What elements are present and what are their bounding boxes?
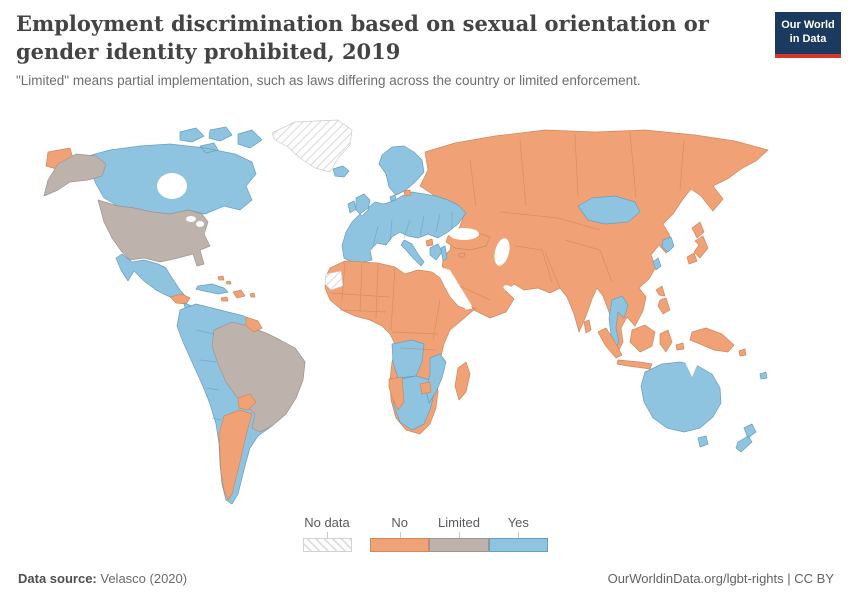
data-source-label: Data source: — [18, 571, 97, 586]
map-legend: No data No Limited Yes — [0, 515, 850, 557]
map-region-namibia[interactable] — [388, 376, 405, 411]
owid-url-link[interactable]: OurWorldinData.org/lgbt-rights — [607, 571, 784, 586]
map-region-angola[interactable] — [391, 339, 425, 379]
map-region-brazil[interactable] — [211, 321, 306, 433]
map-region-cuba[interactable] — [195, 283, 229, 295]
legend-swatch-no[interactable] — [370, 538, 430, 552]
legend-swatch-limited[interactable] — [429, 538, 489, 552]
map-region-australia[interactable] — [640, 361, 722, 448]
map-region-taiwan[interactable] — [652, 257, 662, 271]
map-region-israel[interactable] — [440, 245, 448, 262]
map-region-argentina[interactable] — [218, 409, 253, 501]
map-region-indonesia-malaysia[interactable] — [597, 324, 685, 370]
map-region-western-sahara[interactable] — [324, 270, 344, 291]
data-source: Data source: Velasco (2020) — [18, 571, 187, 586]
map-region-guyana[interactable] — [245, 316, 263, 333]
license-text: CC BY — [794, 571, 834, 586]
owid-logo-stripe — [775, 54, 841, 58]
map-region-paraguay[interactable] — [237, 393, 257, 411]
legend-label-limited: Limited — [438, 515, 480, 530]
water-overlays — [157, 173, 698, 377]
map-region-canada[interactable] — [87, 126, 263, 215]
map-region-madagascar[interactable] — [454, 361, 471, 401]
map-region-new-guinea[interactable] — [689, 327, 747, 357]
owid-logo[interactable]: Our World in Data — [775, 12, 841, 58]
map-region-hispaniola[interactable] — [232, 289, 246, 299]
map-region-mexico[interactable] — [115, 253, 187, 301]
map-region-europe[interactable] — [332, 145, 467, 267]
footer-separator: | — [783, 571, 795, 586]
map-region-new-zealand[interactable] — [735, 423, 757, 453]
map-region-mongolia[interactable] — [577, 195, 641, 225]
map-region-kaliningrad[interactable] — [403, 189, 412, 197]
legend-tick — [518, 532, 520, 538]
country-borders — [195, 131, 685, 421]
chart-subtitle: "Limited" means partial implementation, … — [16, 73, 641, 89]
map-region-north-macedonia[interactable] — [425, 238, 434, 247]
legend-label-no-data: No data — [304, 515, 350, 530]
map-region-greenland[interactable] — [271, 119, 353, 173]
legend-tick — [458, 532, 460, 538]
map-region-sri-lanka[interactable] — [583, 319, 592, 334]
footer-credits: OurWorldinData.org/lgbt-rights | CC BY — [608, 571, 834, 586]
page-title: Employment discrimination based on sexua… — [16, 11, 709, 64]
legend-label-no: No — [391, 515, 408, 530]
map-region-guatemala-honduras[interactable] — [169, 293, 191, 305]
map-region-caribbean-islands[interactable] — [217, 275, 256, 302]
map-region-philippines[interactable] — [655, 285, 671, 315]
legend-label-yes: Yes — [507, 515, 529, 530]
map-region-zimbabwe[interactable] — [419, 381, 432, 395]
legend-swatch-yes[interactable] — [488, 538, 548, 552]
legend-tick — [399, 532, 401, 538]
map-region-japan[interactable] — [686, 221, 709, 265]
legend-tick — [327, 532, 328, 538]
map-region-fiji[interactable] — [759, 371, 768, 380]
chart-header: Employment discrimination based on sexua… — [16, 10, 756, 88]
map-region-thailand[interactable] — [608, 295, 629, 351]
data-source-value: Velasco (2020) — [100, 571, 188, 586]
map-region-south-korea[interactable] — [661, 236, 675, 253]
map-region-united-states[interactable] — [43, 153, 211, 267]
owid-logo-text: Our World in Data — [775, 12, 841, 54]
legend-swatch-no-data[interactable] — [303, 538, 352, 552]
